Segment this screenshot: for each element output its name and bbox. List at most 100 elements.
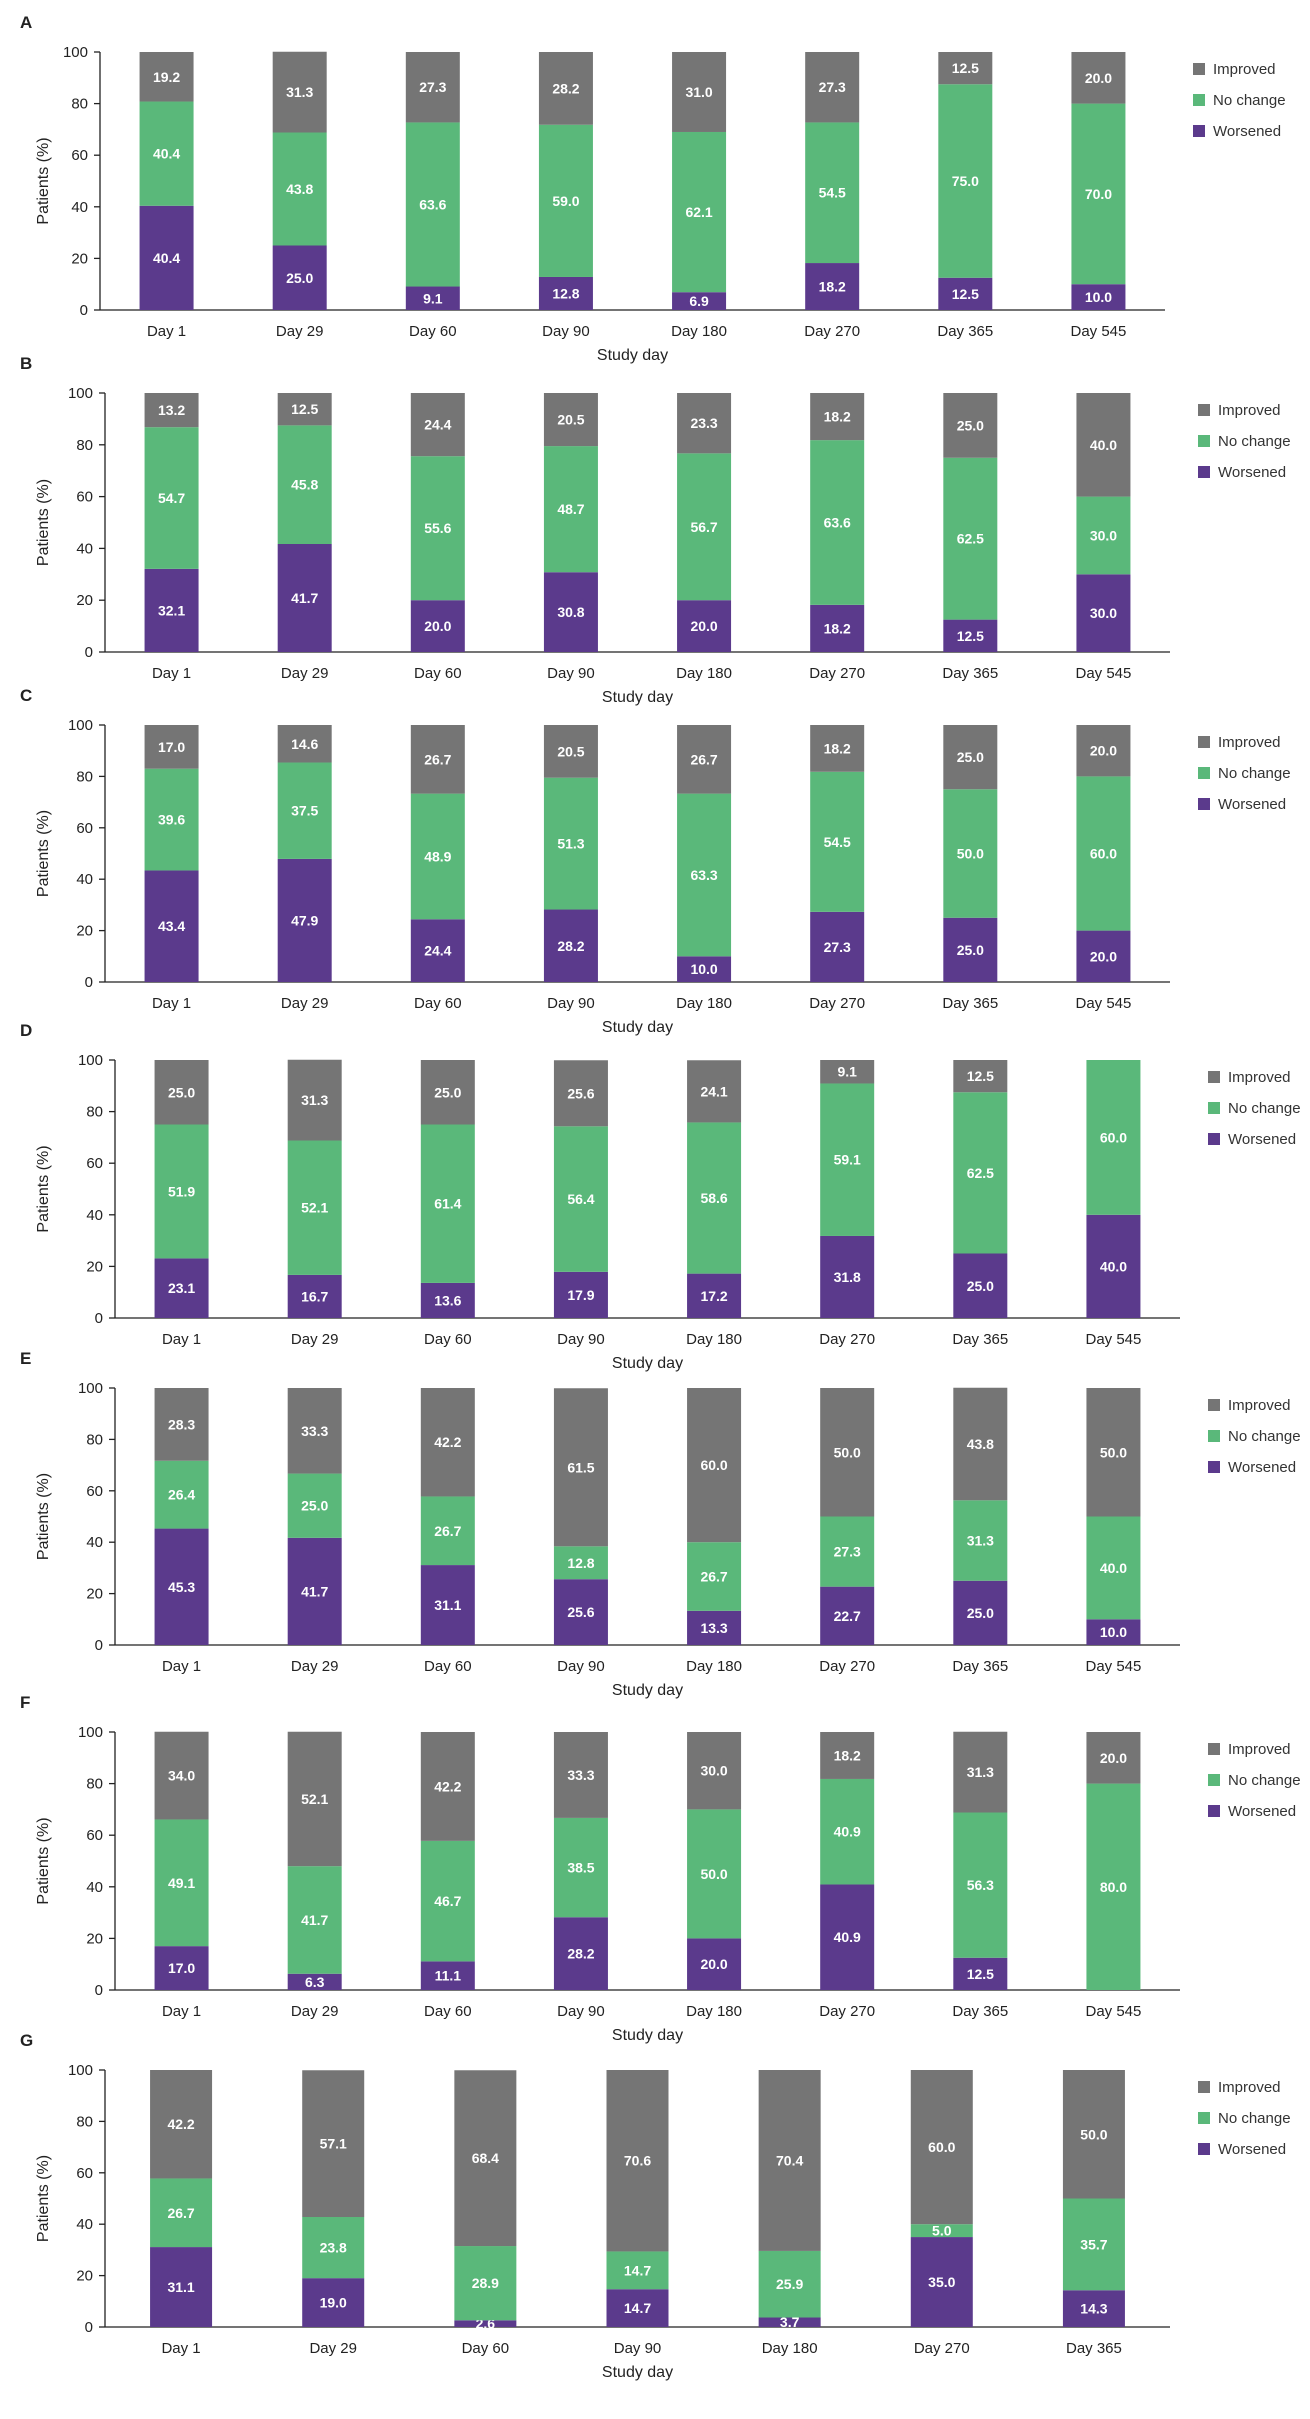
legend-label: Improved	[1213, 61, 1276, 78]
bar-worsened	[1076, 574, 1131, 652]
x-tick-label: Day 365	[1066, 2340, 1122, 2357]
data-label: 3.7	[780, 2314, 800, 2330]
bar-no-change	[1086, 1060, 1141, 1215]
legend-label: Improved	[1228, 1069, 1291, 1086]
legend-swatch-improved	[1208, 1399, 1220, 1411]
y-tick-label: 100	[68, 385, 93, 402]
panel-letter: A	[20, 13, 32, 32]
bar-no-change	[538, 124, 593, 277]
bar-no-change	[302, 2217, 365, 2279]
data-label: 70.4	[776, 2152, 803, 2168]
chart-panel-b: B 0 20 40 60 80 100 Patients (%) 32.1 54.7 13.2 Day…	[0, 345, 1310, 706]
bar-improved	[1076, 725, 1131, 777]
data-label: 40.0	[1090, 437, 1117, 453]
data-label: 50.0	[1080, 2126, 1107, 2142]
data-label: 12.8	[567, 1555, 594, 1571]
panel-letter: C	[20, 686, 32, 705]
data-label: 45.8	[291, 477, 318, 493]
x-tick-label: Day 29	[281, 665, 329, 682]
bar-worsened	[758, 2317, 821, 2327]
y-tick-label: 80	[76, 437, 93, 454]
y-axis-title: Patients (%)	[35, 1473, 52, 1560]
data-label: 43.4	[158, 918, 185, 934]
x-tick-label: Day 90	[614, 2340, 662, 2357]
y-tick-label: 40	[76, 2216, 93, 2233]
bar-improved	[1071, 52, 1126, 104]
bar-no-change	[687, 1809, 742, 1939]
data-label: 40.4	[153, 250, 180, 266]
chart-svg-b: B 0 20 40 60 80 100 Patients (%) 32.1 54.7 13.2 Day…	[20, 354, 1291, 706]
bar-no-change	[553, 1546, 608, 1580]
data-label: 60.0	[1090, 846, 1117, 862]
legend-label: Worsened	[1228, 1459, 1296, 1476]
data-label: 13.2	[158, 402, 185, 418]
bar-improved	[943, 725, 998, 790]
bar-no-change	[1086, 1516, 1141, 1620]
bar-no-change	[144, 768, 199, 871]
y-tick-label: 20	[76, 2268, 93, 2285]
bar-worsened	[154, 1258, 209, 1318]
legend-label: No change	[1228, 1772, 1301, 1789]
data-label: 41.7	[301, 1583, 328, 1599]
data-label: 17.0	[158, 739, 185, 755]
legend-swatch-improved	[1208, 1071, 1220, 1083]
bar-no-change	[758, 2250, 821, 2318]
bar-worsened	[277, 858, 332, 982]
data-label: 30.0	[700, 1763, 727, 1779]
data-label: 20.5	[557, 743, 584, 759]
bar-improved	[805, 52, 860, 123]
data-label: 31.3	[286, 84, 313, 100]
bar-worsened	[677, 956, 732, 982]
data-label: 43.8	[286, 181, 313, 197]
bar-no-change	[553, 1817, 608, 1918]
legend-swatch-no-change	[1193, 94, 1205, 106]
bar-no-change	[910, 2224, 973, 2238]
data-label: 25.0	[434, 1084, 461, 1100]
data-label: 27.3	[824, 939, 851, 955]
data-label: 20.0	[1090, 743, 1117, 759]
bar-improved	[543, 725, 598, 778]
bar-no-change	[553, 1126, 608, 1272]
bar-worsened	[410, 600, 465, 652]
data-label: 75.0	[952, 173, 979, 189]
bar-worsened	[943, 619, 998, 652]
bar-no-change	[953, 1500, 1008, 1581]
bar-worsened	[1062, 2290, 1125, 2327]
y-tick-label: 0	[85, 644, 93, 661]
bar-worsened	[553, 1579, 608, 1645]
y-axis-title: Patients (%)	[35, 137, 52, 224]
x-axis-title: Study day	[612, 1682, 683, 1699]
panel-letter: F	[20, 1693, 30, 1712]
data-label: 9.1	[837, 1064, 857, 1080]
x-tick-label: Day 90	[542, 323, 590, 340]
x-tick-label: Day 60	[424, 1658, 472, 1675]
chart-svg-d: D 0 20 40 60 80 100 Patients (%) 23.1 51.9 25.0 Day…	[20, 1021, 1301, 1372]
data-label: 14.7	[624, 2262, 651, 2278]
bar-worsened	[553, 1917, 608, 1990]
bar-worsened	[687, 1610, 742, 1645]
legend-swatch-no-change	[1208, 1102, 1220, 1114]
bar-improved	[410, 393, 465, 457]
legend-label: No change	[1228, 1100, 1301, 1117]
bar-worsened	[543, 909, 598, 982]
x-tick-label: Day 29	[291, 1658, 339, 1675]
data-label: 20.0	[700, 1956, 727, 1972]
legend-swatch-no-change	[1208, 1430, 1220, 1442]
bar-improved	[144, 725, 199, 769]
bar-no-change	[543, 777, 598, 910]
x-tick-label: Day 270	[809, 665, 865, 682]
x-tick-label: Day 365	[952, 2003, 1008, 2020]
bar-no-change	[454, 2246, 517, 2321]
y-tick-label: 100	[63, 44, 88, 61]
legend-swatch-worsened	[1198, 798, 1210, 810]
data-label: 12.8	[552, 285, 579, 301]
data-label: 45.3	[168, 1579, 195, 1595]
bar-worsened	[154, 1528, 209, 1645]
data-label: 18.2	[824, 409, 851, 425]
data-label: 20.0	[1085, 70, 1112, 86]
x-tick-label: Day 545	[1086, 1331, 1142, 1348]
data-label: 51.9	[168, 1183, 195, 1199]
bar-improved	[820, 1060, 875, 1084]
y-axis-title: Patients (%)	[35, 2155, 52, 2242]
data-label: 42.2	[434, 1434, 461, 1450]
